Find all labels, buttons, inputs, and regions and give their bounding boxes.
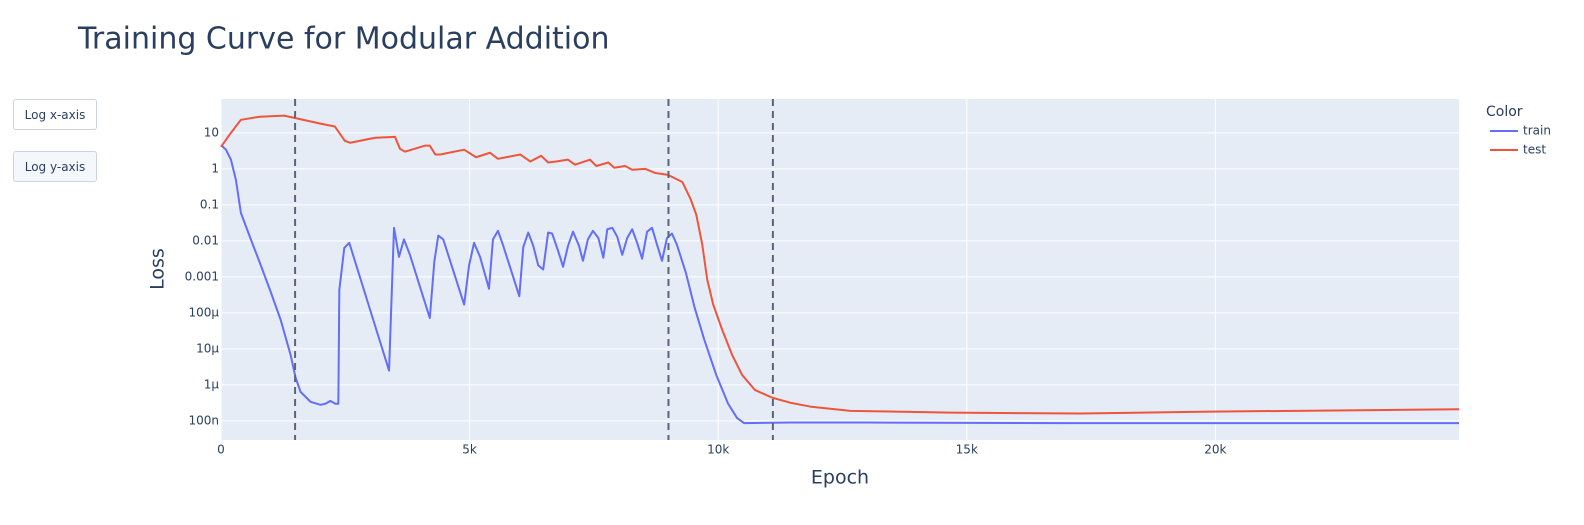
y-axis-title: Loss bbox=[147, 248, 169, 290]
x-axis-title: Epoch bbox=[811, 467, 869, 489]
y-tick-label: 100n bbox=[188, 413, 219, 427]
x-tick-label: 0 bbox=[217, 443, 225, 457]
y-tick-label: 100μ bbox=[188, 305, 219, 319]
y-tick-label: 1 bbox=[211, 161, 219, 175]
log-x-button[interactable]: Log x-axis bbox=[13, 99, 97, 130]
y-tick-label: 10 bbox=[204, 125, 219, 139]
legend-label: test bbox=[1523, 143, 1546, 157]
x-tick-label: 20k bbox=[1204, 443, 1226, 457]
x-tick-label: 10k bbox=[707, 443, 729, 457]
x-tick-label: 15k bbox=[956, 443, 978, 457]
line-series bbox=[220, 114, 1460, 415]
legend-title: Color bbox=[1486, 104, 1523, 120]
y-tick-label: 0.001 bbox=[185, 269, 219, 283]
y-tick-label: 0.01 bbox=[192, 233, 219, 247]
y-tick-label: 0.1 bbox=[200, 197, 219, 211]
plot-area bbox=[221, 99, 1459, 440]
x-tick-label: 5k bbox=[462, 443, 477, 457]
legend-label: train bbox=[1523, 124, 1551, 138]
log-y-button[interactable]: Log y-axis bbox=[13, 151, 97, 182]
line-series bbox=[220, 144, 1459, 425]
chart-title: Training Curve for Modular Addition bbox=[77, 22, 610, 57]
y-tick-label: 10μ bbox=[196, 341, 219, 355]
y-tick-label: 1μ bbox=[204, 377, 220, 391]
